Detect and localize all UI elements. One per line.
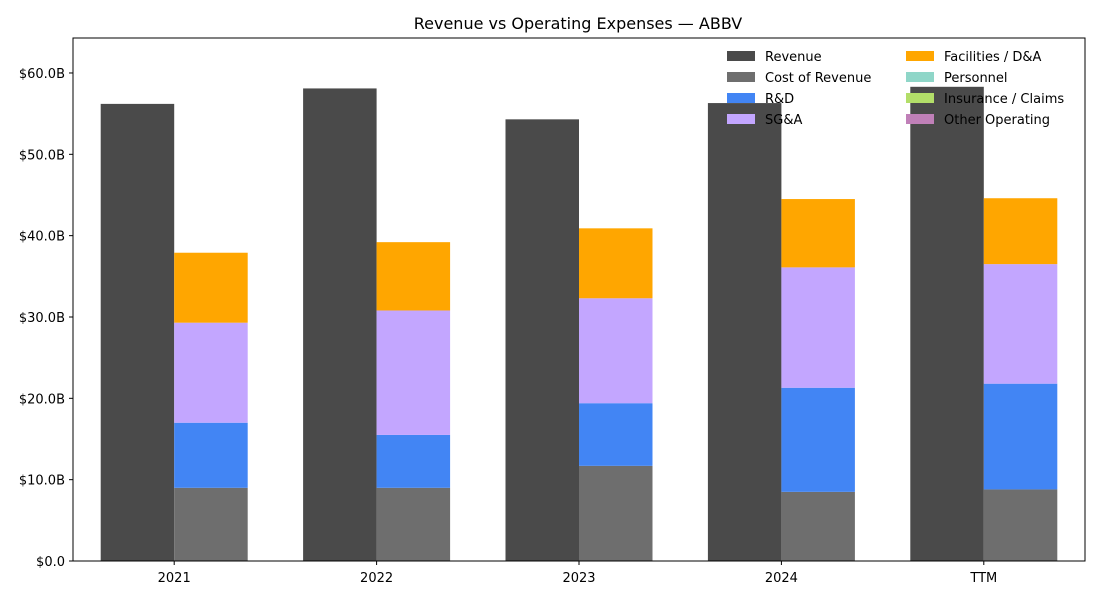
r-d-bar-2022	[376, 434, 451, 488]
facilities-d-a-bar-2023	[579, 228, 653, 299]
legend-label-sg-a: SG&A	[765, 113, 802, 128]
y-tick-label: $50.0B	[19, 148, 65, 163]
legend-label-other-operating: Other Operating	[944, 113, 1050, 128]
r-d-bar-2021	[174, 422, 248, 488]
revenue-bar-2023	[505, 119, 579, 562]
legend-swatch-facilities-d-a	[906, 51, 934, 61]
r-d-bar-ttm	[983, 383, 1058, 490]
legend-swatch-other-operating	[906, 114, 934, 124]
legend-label-revenue: Revenue	[765, 50, 822, 65]
legend-swatch-revenue	[727, 51, 755, 61]
y-tick-label: $10.0B	[19, 474, 65, 489]
y-tick-label: $30.0B	[19, 311, 65, 326]
x-tick-label: 2021	[158, 571, 191, 586]
r-d-bar-2024	[781, 387, 855, 492]
facilities-d-a-bar-2022	[376, 242, 451, 311]
chart-title: Revenue vs Operating Expenses — ABBV	[414, 14, 743, 33]
x-tick-label: 2023	[562, 571, 595, 586]
cost-of-revenue-bar-2021	[174, 487, 248, 561]
sg-a-bar-2022	[376, 310, 451, 435]
x-tick-label: TTM	[969, 571, 997, 586]
sg-a-bar-2021	[174, 322, 248, 423]
legend-label-r-d: R&D	[765, 92, 794, 107]
x-tick-label: 2024	[765, 571, 798, 586]
legend-label-facilities-d-a: Facilities / D&A	[944, 50, 1042, 65]
y-tick-label: $60.0B	[19, 67, 65, 82]
y-tick-label: $40.0B	[19, 230, 65, 245]
facilities-d-a-bar-2024	[781, 199, 855, 268]
revenue-bar-2022	[303, 88, 377, 562]
plot-frame	[72, 37, 1086, 562]
legend-label-personnel: Personnel	[944, 71, 1008, 86]
legend-swatch-r-d	[727, 93, 755, 103]
bars-group	[100, 86, 1058, 562]
facilities-d-a-bar-ttm	[983, 198, 1058, 265]
sg-a-bar-ttm	[983, 264, 1058, 384]
legend-swatch-sg-a	[727, 114, 755, 124]
legend-label-cost-of-revenue: Cost of Revenue	[765, 71, 871, 86]
r-d-bar-2023	[579, 403, 653, 466]
legend-label-insurance-claims: Insurance / Claims	[944, 92, 1064, 107]
cost-of-revenue-bar-2024	[781, 491, 855, 561]
y-tick-label: $20.0B	[19, 392, 65, 407]
axes-group: 2021 2022 2023 2024 TTM $0.0 $10.0B $20.0B $30.0…	[19, 37, 1086, 586]
facilities-d-a-bar-2021	[174, 252, 248, 323]
cost-of-revenue-bar-2022	[376, 487, 451, 561]
y-tick-label: $0.0	[36, 555, 65, 570]
revenue-bar-ttm	[910, 86, 984, 561]
legend-swatch-cost-of-revenue	[727, 72, 755, 82]
cost-of-revenue-bar-ttm	[983, 489, 1058, 561]
legend-swatch-personnel	[906, 72, 934, 82]
sg-a-bar-2024	[781, 267, 855, 388]
x-tick-label: 2022	[360, 571, 393, 586]
legend: Revenue Cost of Revenue R&D SG&A Facilities …	[727, 50, 1064, 128]
legend-swatch-insurance-claims	[906, 93, 934, 103]
revenue-bar-2024	[707, 103, 782, 562]
revenue-bar-2021	[100, 103, 175, 561]
sg-a-bar-2023	[579, 298, 653, 404]
cost-of-revenue-bar-2023	[579, 465, 653, 561]
